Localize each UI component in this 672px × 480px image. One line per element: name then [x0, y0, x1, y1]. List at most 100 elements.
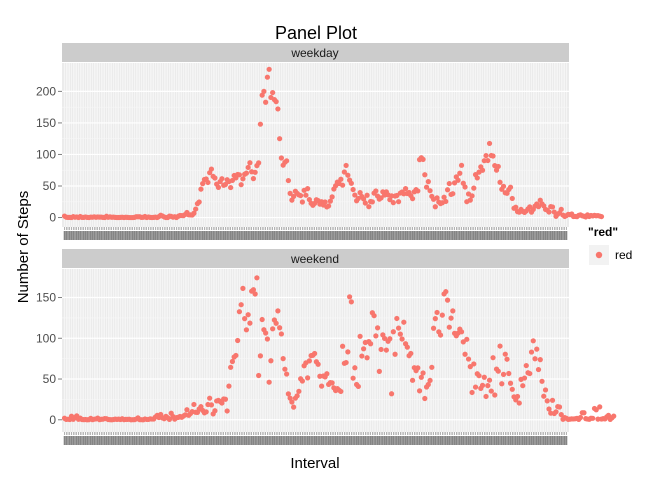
data-point — [291, 193, 297, 200]
x-tick-label — [207, 231, 209, 240]
data-point — [373, 188, 379, 194]
x-tick-label — [130, 436, 132, 445]
data-point — [546, 406, 552, 412]
x-tick-label — [354, 231, 356, 240]
x-tick-label — [137, 231, 139, 240]
x-tick-label — [354, 436, 356, 445]
data-point — [338, 176, 344, 182]
x-tick-label — [355, 436, 358, 445]
x-tick-label — [326, 436, 328, 445]
x-tick-label — [471, 231, 473, 240]
x-tick-label — [542, 436, 545, 445]
x-tick-label — [145, 436, 148, 445]
x-tick-label — [126, 231, 129, 240]
x-tick-label — [390, 436, 393, 445]
x-tick-label — [67, 436, 69, 445]
data-point — [492, 392, 498, 398]
data-point — [219, 400, 225, 406]
data-point — [273, 320, 279, 326]
x-tick-label — [138, 231, 141, 240]
x-tick-label — [110, 231, 113, 240]
x-tick-label — [443, 231, 445, 240]
x-tick-label — [72, 231, 75, 240]
data-point — [263, 330, 269, 336]
data-point — [383, 347, 389, 353]
x-tick-label — [555, 231, 557, 240]
data-point — [546, 209, 552, 215]
x-tick-label — [123, 231, 125, 240]
data-point — [348, 299, 354, 305]
x-tick-label — [103, 436, 106, 445]
panel-weekday-x-axis — [63, 227, 568, 240]
x-tick-label — [212, 231, 214, 240]
data-point — [549, 204, 556, 210]
x-tick-label — [439, 436, 442, 445]
x-tick-label — [387, 436, 389, 445]
data-point — [507, 380, 514, 386]
data-point — [229, 358, 236, 365]
x-tick-label — [189, 231, 192, 240]
x-tick-label — [273, 436, 276, 445]
x-tick-label — [396, 436, 398, 445]
x-tick-label — [287, 231, 290, 240]
x-tick-label — [198, 436, 200, 445]
x-tick-label — [436, 436, 438, 445]
x-tick-label — [159, 231, 162, 240]
x-tick-label — [448, 436, 451, 445]
x-tick-label — [562, 231, 564, 240]
x-tick-label — [474, 436, 477, 445]
x-tick-label — [394, 231, 396, 240]
data-point — [282, 366, 288, 372]
data-point — [266, 379, 272, 385]
x-tick-label — [446, 231, 449, 240]
x-tick-label — [326, 231, 328, 240]
x-tick-label — [233, 436, 235, 445]
x-tick-label — [310, 231, 312, 240]
data-point — [462, 351, 468, 357]
x-tick-label — [235, 231, 237, 240]
x-tick-label — [298, 436, 300, 445]
x-tick-label — [303, 231, 305, 240]
x-tick-label — [149, 231, 152, 240]
x-tick-label — [462, 231, 465, 240]
x-tick-label — [231, 436, 234, 445]
data-point — [500, 183, 507, 189]
x-tick-label — [147, 231, 150, 240]
x-tick-label — [329, 436, 332, 445]
data-point — [191, 401, 197, 408]
x-tick-label — [467, 231, 470, 240]
x-tick-label — [109, 231, 111, 240]
x-tick-label — [443, 436, 445, 445]
data-point — [340, 182, 346, 188]
x-tick-label — [485, 231, 487, 240]
x-tick-label — [562, 436, 564, 445]
x-tick-label — [315, 231, 318, 240]
x-tick-label — [263, 436, 265, 445]
x-tick-label — [240, 231, 242, 240]
x-tick-label — [145, 231, 148, 240]
data-point — [528, 349, 535, 355]
x-tick-label — [116, 436, 118, 445]
x-tick-label — [278, 231, 281, 240]
x-tick-label — [563, 436, 566, 445]
x-tick-label — [247, 436, 249, 445]
x-tick-label — [457, 231, 459, 240]
data-point — [392, 351, 398, 357]
data-point — [520, 383, 526, 389]
x-tick-label — [175, 436, 178, 445]
data-point — [285, 391, 291, 397]
x-tick-label — [154, 231, 157, 240]
data-point — [521, 375, 528, 381]
x-tick-label — [556, 436, 559, 445]
data-point — [530, 338, 536, 344]
x-tick-label — [546, 231, 549, 240]
x-tick-label — [312, 231, 314, 240]
x-tick-label — [184, 231, 186, 240]
x-tick-label — [117, 231, 120, 240]
data-point — [362, 200, 368, 206]
x-tick-label — [397, 231, 400, 240]
x-tick-label — [434, 231, 437, 240]
x-tick-label — [389, 231, 391, 240]
x-tick-label — [488, 436, 491, 445]
data-point — [471, 185, 477, 191]
